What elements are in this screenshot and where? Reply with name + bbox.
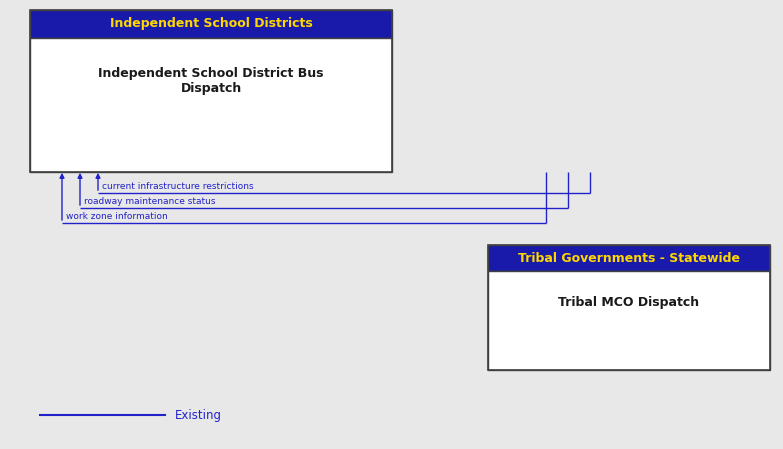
Text: roadway maintenance status: roadway maintenance status (84, 197, 215, 206)
Bar (488, 245, 770, 271)
Text: Tribal MCO Dispatch: Tribal MCO Dispatch (558, 296, 699, 309)
Text: work zone information: work zone information (66, 212, 168, 221)
Bar (488, 271, 770, 370)
Text: Tribal Governments - Statewide: Tribal Governments - Statewide (518, 251, 740, 264)
Text: current infrastructure restrictions: current infrastructure restrictions (102, 182, 254, 191)
Bar (30, 38, 392, 172)
Bar (30, 10, 392, 38)
Text: Independent School Districts: Independent School Districts (110, 18, 312, 31)
Text: Independent School District Bus
Dispatch: Independent School District Bus Dispatch (98, 67, 323, 95)
Bar (30, 10, 392, 172)
Text: Existing: Existing (175, 409, 222, 422)
Bar (488, 245, 770, 370)
